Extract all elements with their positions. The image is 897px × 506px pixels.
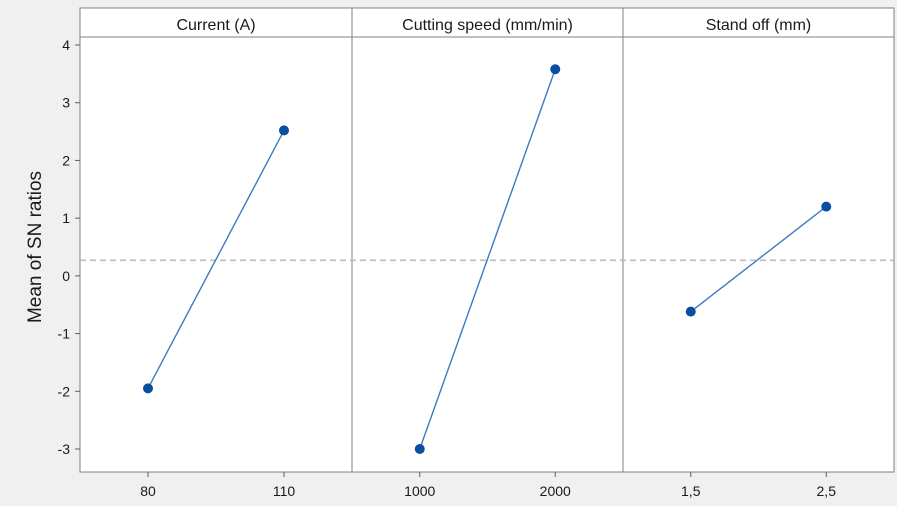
- x-tick-label: 1000: [404, 483, 435, 499]
- panel-title: Current (A): [176, 17, 255, 34]
- x-tick-label: 2,5: [817, 483, 837, 499]
- y-tick-label: 2: [62, 152, 70, 168]
- series-line: [147, 130, 285, 389]
- x-tick-label: 110: [273, 483, 296, 499]
- y-tick-label: 3: [62, 95, 70, 111]
- x-tick-label: 80: [140, 483, 156, 499]
- y-tick-label: -3: [58, 441, 71, 457]
- data-point: [279, 125, 289, 136]
- series-line: [419, 69, 556, 450]
- series-line: [690, 206, 827, 313]
- y-axis-label: Mean of SN ratios: [25, 171, 46, 323]
- panel-title: Stand off (mm): [706, 17, 812, 34]
- y-tick-label: -1: [58, 326, 71, 342]
- y-tick-label: 1: [62, 210, 70, 226]
- x-tick-label: 1,5: [681, 483, 701, 499]
- y-tick-label: -2: [58, 383, 71, 399]
- plot-area: [79, 7, 895, 473]
- y-tick-label: 0: [62, 268, 70, 284]
- x-tick-label: 2000: [540, 483, 571, 499]
- data-point: [685, 306, 696, 317]
- panel-title: Cutting speed (mm/min): [402, 17, 573, 34]
- data-point: [550, 64, 561, 75]
- data-point: [821, 201, 832, 212]
- data-point: [414, 444, 425, 454]
- data-point: [143, 383, 153, 394]
- y-tick-label: 4: [62, 37, 70, 53]
